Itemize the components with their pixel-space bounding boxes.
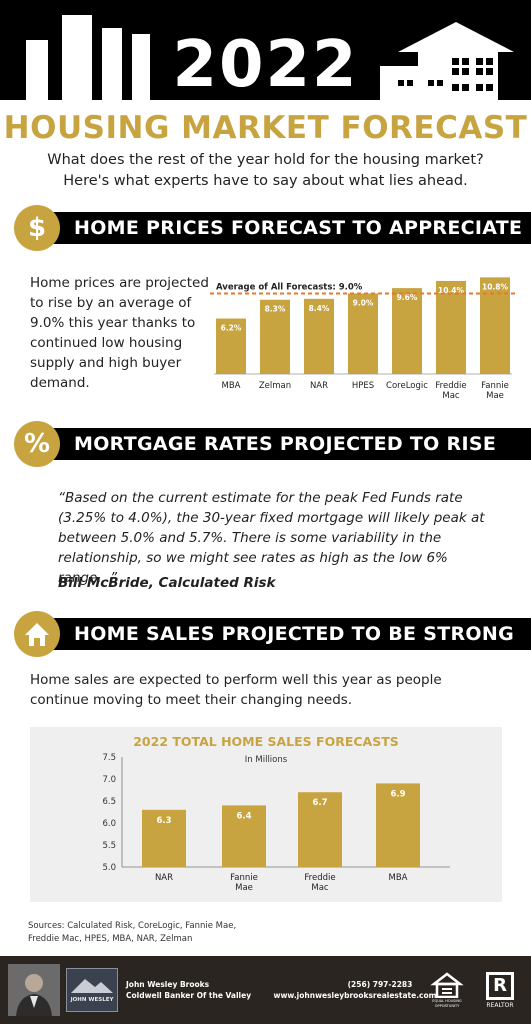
- section-title-prices: HOME PRICES FORECAST TO APPRECIATE: [74, 217, 523, 239]
- price-category-label: Mae: [486, 391, 504, 401]
- logo-text: JOHN WESLEY: [70, 997, 114, 1003]
- mortgage-quote: “Based on the current estimate for the p…: [58, 490, 485, 586]
- sources-note: Sources: Calculated Risk, CoreLogic, Fan…: [28, 921, 237, 944]
- price-category-label: Freddie: [435, 381, 466, 391]
- sales-y-tick-label: 7.5: [102, 753, 116, 763]
- sales-y-tick-label: 5.5: [102, 841, 116, 851]
- agent-name: John Wesley Brooks: [126, 980, 210, 989]
- price-category-label: Zelman: [259, 381, 291, 391]
- page-subtitle: What does the rest of the year hold for …: [20, 150, 511, 192]
- equal-housing-icon: EQUAL HOUSING OPPORTUNITY: [430, 972, 464, 1012]
- average-forecast-label: Average of All Forecasts: 9.0%: [216, 282, 363, 292]
- sales-bar: [376, 783, 420, 867]
- sales-bar-value-label: 6.7: [312, 798, 327, 808]
- house-icon-glyph: [25, 623, 49, 646]
- price-bar-value-label: 6.2%: [221, 324, 242, 333]
- prices-description: Home prices are projected to rise by an …: [30, 275, 209, 391]
- price-bar: [348, 293, 378, 374]
- section-bar-prices: [36, 212, 531, 244]
- equal-housing-label: EQUAL HOUSING OPPORTUNITY: [432, 999, 462, 1008]
- year-heading: 2022: [172, 28, 359, 102]
- price-category-label: NAR: [310, 381, 328, 391]
- price-category-label: HPES: [352, 381, 374, 391]
- section-bar-mortgage: [36, 428, 531, 460]
- price-category-label: MBA: [222, 381, 241, 391]
- sales-category-label: NAR: [155, 873, 173, 883]
- building-2: [62, 15, 92, 100]
- phone-number: (256) 797-2283: [347, 980, 413, 989]
- building-3: [102, 28, 122, 100]
- price-category-label: Mac: [442, 391, 460, 401]
- price-bar: [304, 298, 334, 374]
- agent-photo: [8, 964, 60, 1016]
- price-bar: [436, 280, 466, 374]
- sales-bar-value-label: 6.4: [236, 811, 251, 821]
- sales-bar: [222, 805, 266, 867]
- house-icon: [14, 611, 60, 657]
- subtitle-line-2: Here's what experts have to say about wh…: [63, 173, 468, 189]
- price-bar-value-label: 10.8%: [482, 282, 509, 291]
- sales-chart-panel: 2022 TOTAL HOME SALES FORECASTS In Millio…: [30, 727, 502, 902]
- sales-category-label: Freddie: [304, 873, 335, 883]
- sales-y-tick-label: 5.0: [102, 863, 116, 873]
- sales-category-label: Mae: [235, 883, 253, 893]
- sales-category-label: Fannie: [230, 873, 258, 883]
- price-bar-value-label: 8.4%: [309, 304, 330, 313]
- sales-bar: [298, 792, 342, 867]
- sales-description: Home sales are expected to perform well …: [30, 672, 442, 708]
- section-bar-sales: [36, 618, 531, 650]
- price-bar: [480, 277, 510, 374]
- sales-chart-subtitle: In Millions: [245, 755, 288, 765]
- house-roof: [398, 22, 514, 52]
- price-bar-value-label: 9.0%: [353, 298, 374, 307]
- price-bar-value-label: 10.4%: [438, 286, 465, 295]
- house-windows: [398, 58, 493, 91]
- price-bar: [392, 288, 422, 374]
- sales-bar-value-label: 6.3: [156, 816, 171, 826]
- sales-y-tick-label: 6.5: [102, 797, 116, 807]
- price-bar: [260, 299, 290, 374]
- percent-icon: %: [14, 421, 60, 467]
- sales-forecast-chart: 2022 TOTAL HOME SALES FORECASTS In Millio…: [102, 734, 450, 893]
- price-bar: [216, 318, 246, 374]
- prices-forecast-chart: 6.2% MBA 8.3% Zelman 8.4% NAR 9.0% HPES 9.6% Core…: [210, 277, 516, 401]
- sales-y-tick-label: 6.0: [102, 819, 116, 829]
- sales-category-label: MBA: [389, 873, 408, 883]
- skyline-graphic: [26, 15, 514, 100]
- sales-chart-title: 2022 TOTAL HOME SALES FORECASTS: [133, 734, 399, 749]
- building-4: [132, 34, 150, 100]
- building-1: [26, 40, 48, 100]
- page-title: HOUSING MARKET FORECAST: [3, 110, 528, 146]
- brokerage-logo: JOHN WESLEY: [66, 968, 118, 1012]
- price-bar-value-label: 8.3%: [265, 305, 286, 314]
- sales-y-tick-label: 7.0: [102, 775, 116, 785]
- brokerage-name: Coldwell Banker Of the Valley: [126, 991, 252, 1000]
- equal-housing-house-icon: [430, 972, 464, 999]
- sales-bar: [142, 809, 186, 867]
- quote-author: Bill McBride, Calculated Risk: [58, 575, 276, 591]
- sales-bar-value-label: 6.9: [390, 789, 405, 799]
- section-title-sales: HOME SALES PROJECTED TO BE STRONG: [74, 623, 514, 645]
- sales-category-label: Mac: [311, 883, 329, 893]
- realtor-label: REALTOR: [486, 1002, 514, 1009]
- mountain-logo-icon: [71, 979, 113, 993]
- realtor-icon: R REALTOR: [484, 970, 516, 1012]
- realtor-mark: R: [486, 972, 514, 1000]
- subtitle-line-1: What does the rest of the year hold for …: [47, 152, 484, 168]
- footer: JOHN WESLEY John Wesley Brooks Coldwell …: [0, 956, 531, 1024]
- price-category-label: CoreLogic: [386, 381, 428, 391]
- price-category-label: Fannie: [481, 381, 509, 391]
- price-bar-value-label: 9.6%: [397, 293, 418, 302]
- dollar-icon: $: [14, 205, 60, 251]
- website-link[interactable]: www.johnwesleybrooksrealestate.com: [273, 991, 437, 1000]
- section-title-mortgage: MORTGAGE RATES PROJECTED TO RISE: [74, 433, 497, 455]
